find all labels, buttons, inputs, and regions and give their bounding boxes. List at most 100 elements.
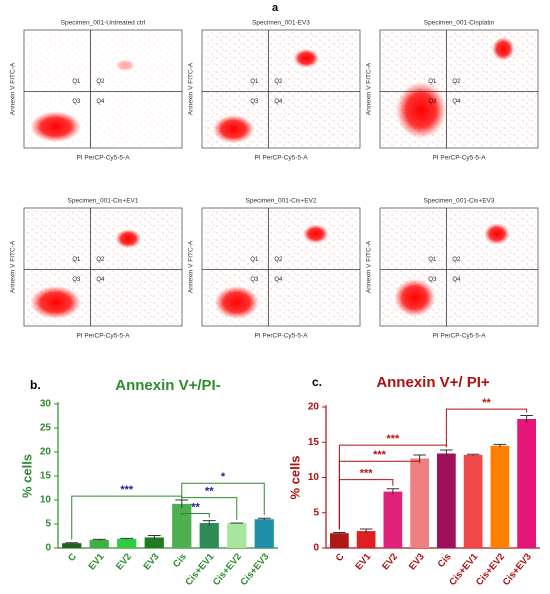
significance-label: *** — [386, 433, 400, 445]
y-tick-label: 5 — [45, 519, 51, 530]
quadrant-label: Q3 — [72, 277, 81, 283]
plot-title: Specimen_001-Untreated ctrl — [61, 20, 146, 27]
quadrant-label: Q3 — [72, 99, 81, 105]
error-bar — [147, 535, 161, 540]
x-axis-label: PI PerCP-Cy5-5-A — [254, 333, 308, 340]
quadrant-label: Q2 — [96, 79, 105, 85]
x-axis-label: PI PerCP-Cy5-5-A — [432, 155, 486, 162]
quadrant-label: Q1 — [72, 79, 81, 85]
significance-bracket — [71, 495, 183, 540]
bar — [89, 539, 109, 548]
y-tick-label: 0 — [45, 543, 51, 554]
error-bar — [440, 449, 453, 458]
quadrant-label: Q1 — [250, 79, 259, 85]
plot-title: Specimen_001-Cis+EV2 — [246, 198, 317, 205]
plot-frame — [23, 207, 183, 327]
chart-title: Annexin V+/ PI+ — [376, 374, 490, 391]
plot-frame — [23, 29, 183, 149]
panel-label: c. — [312, 375, 322, 389]
quadrant-label: Q4 — [274, 277, 283, 283]
y-axis-label: Annexin V FITC-A — [188, 62, 195, 115]
bar — [410, 458, 429, 548]
x-tick-label: C — [66, 551, 79, 563]
error-bar — [65, 542, 79, 544]
event-cloud — [484, 223, 510, 245]
error-bar — [466, 453, 480, 456]
significance-bracket — [445, 408, 528, 448]
significance-label: ** — [191, 501, 200, 513]
y-tick-label: 10 — [40, 495, 52, 506]
plot-frame — [201, 29, 361, 149]
y-tick-label: 30 — [40, 399, 52, 410]
y-tick-label: 25 — [40, 423, 52, 434]
bar — [437, 453, 456, 548]
significance-bracket — [181, 497, 238, 521]
significance-bracket — [181, 482, 265, 516]
quadrant-label: Q1 — [428, 257, 437, 263]
x-axis-label: PI PerCP-Cy5-5-A — [76, 333, 130, 340]
x-tick-label: EV3 — [141, 551, 161, 572]
x-axis-label: PI PerCP-Cy5-5-A — [76, 155, 130, 162]
significance-label: ** — [205, 486, 214, 498]
y-tick-label: 15 — [308, 437, 320, 448]
bar — [490, 445, 510, 548]
y-axis-label: % cells — [287, 455, 302, 499]
bar — [227, 523, 247, 548]
y-axis-label: Annexin V FITC-A — [366, 240, 373, 293]
y-tick-label: 10 — [308, 472, 320, 483]
significance-label: ** — [482, 397, 491, 409]
error-bar — [175, 499, 189, 508]
event-cloud — [213, 114, 255, 144]
quadrant-label: Q1 — [250, 257, 259, 263]
x-tick-label: Cis+EV3 — [238, 551, 271, 587]
x-tick-label: EV2 — [114, 551, 134, 572]
x-tick-label: EV3 — [407, 551, 427, 572]
y-axis-label: Annexin V FITC-A — [188, 240, 195, 293]
error-bar — [520, 414, 533, 423]
x-axis-label: PI PerCP-Cy5-5-A — [432, 333, 486, 340]
event-cloud — [293, 48, 319, 68]
event-cloud — [115, 229, 141, 249]
significance-bracket — [338, 460, 421, 530]
panel-label: b. — [30, 378, 41, 392]
y-tick-label: 5 — [313, 507, 319, 518]
error-bar — [359, 528, 373, 534]
chart-title: Annexin V+/PI- — [115, 377, 220, 394]
x-tick-label: Cis+EV3 — [501, 551, 534, 587]
significance-label: *** — [360, 468, 374, 480]
quadrant-label: Q2 — [452, 79, 461, 85]
significance-label: *** — [373, 449, 387, 461]
panel-label: a — [272, 2, 279, 14]
bar — [517, 418, 536, 548]
quadrant-label: Q3 — [428, 277, 437, 283]
event-cloud — [395, 81, 447, 139]
y-tick-label: 20 — [308, 402, 320, 413]
error-bar — [386, 488, 400, 495]
significance-label: *** — [120, 484, 134, 496]
quadrant-label: Q4 — [452, 277, 461, 283]
x-tick-label: C — [334, 551, 347, 563]
quadrant-label: Q4 — [96, 277, 105, 283]
plot-frame — [379, 29, 539, 149]
bar — [117, 538, 137, 548]
bar — [62, 543, 82, 548]
significance-label: * — [221, 471, 226, 483]
plot-frame — [201, 207, 361, 327]
bar — [330, 533, 349, 548]
event-cloud — [492, 37, 515, 61]
x-tick-label: EV1 — [353, 551, 373, 572]
y-axis-label: Annexin V FITC-A — [10, 240, 17, 293]
x-tick-label: EV2 — [380, 551, 400, 572]
error-bar — [333, 531, 346, 534]
x-tick-label: EV1 — [86, 551, 106, 572]
plot-frame — [379, 207, 539, 327]
event-cloud — [394, 278, 436, 317]
quadrant-label: Q2 — [274, 79, 283, 85]
bar — [383, 491, 403, 548]
bar — [356, 531, 376, 548]
quadrant-label: Q4 — [96, 99, 105, 105]
quadrant-label: Q3 — [428, 99, 437, 105]
y-tick-label: 20 — [40, 447, 52, 458]
y-axis-label: Annexin V FITC-A — [10, 62, 17, 115]
